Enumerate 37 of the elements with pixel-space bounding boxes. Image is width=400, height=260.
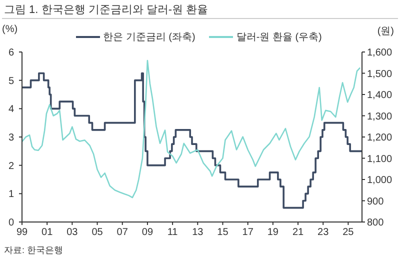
y-tick-label: 0 bbox=[8, 218, 14, 228]
y2-tick-label: 800 bbox=[367, 218, 384, 229]
y-tick-label: 6 bbox=[8, 48, 14, 58]
x-tick-label: 03 bbox=[66, 227, 78, 238]
x-tick-label: 25 bbox=[342, 227, 354, 238]
y2-tick-label: 1,500 bbox=[367, 68, 392, 80]
x-tick-label: 21 bbox=[292, 227, 304, 238]
y2-tick-label: 1,300 bbox=[367, 111, 392, 122]
line-series bbox=[22, 60, 361, 198]
x-tick-label: 01 bbox=[42, 227, 54, 238]
y-tick-label: 3 bbox=[8, 132, 14, 144]
chart-title: 그림 1. 한국은행 기준금리와 달러-원 환율 bbox=[4, 3, 208, 17]
y-tick-label: 4 bbox=[8, 104, 14, 116]
x-tick-label: 09 bbox=[142, 227, 154, 238]
y2-tick-label: 1,600 bbox=[367, 48, 392, 59]
y2-tick-label: 900 bbox=[367, 196, 384, 208]
y2-tick-label: 1,000 bbox=[367, 175, 392, 186]
x-tick-label: 05 bbox=[92, 227, 104, 238]
y-tick-label: 2 bbox=[8, 160, 14, 172]
x-tick-label: 11 bbox=[167, 227, 178, 238]
legend-label: 한은 기준금리 (좌축) bbox=[102, 31, 196, 44]
legend-label: 달러-원 환율 (우축) bbox=[235, 31, 322, 44]
x-tick-label: 19 bbox=[267, 227, 279, 238]
y2-tick-label: 1,200 bbox=[367, 132, 392, 144]
y-tick-label: 1 bbox=[8, 189, 14, 200]
x-tick-label: 99 bbox=[16, 227, 28, 238]
text: 자료: 한국은행 bbox=[4, 244, 64, 257]
x-tick-label: 23 bbox=[318, 227, 330, 238]
x-tick-label: 13 bbox=[192, 227, 204, 238]
y2-tick-label: 1,400 bbox=[367, 90, 392, 102]
x-tick-label: 15 bbox=[217, 227, 229, 238]
y-axis-title: (%) bbox=[2, 24, 18, 35]
y2-axis-title: (원) bbox=[377, 25, 394, 38]
y2-tick-label: 1,100 bbox=[367, 154, 392, 165]
y-tick-label: 5 bbox=[8, 76, 14, 87]
x-tick-label: 07 bbox=[116, 227, 128, 238]
x-tick-label: 17 bbox=[242, 227, 254, 238]
